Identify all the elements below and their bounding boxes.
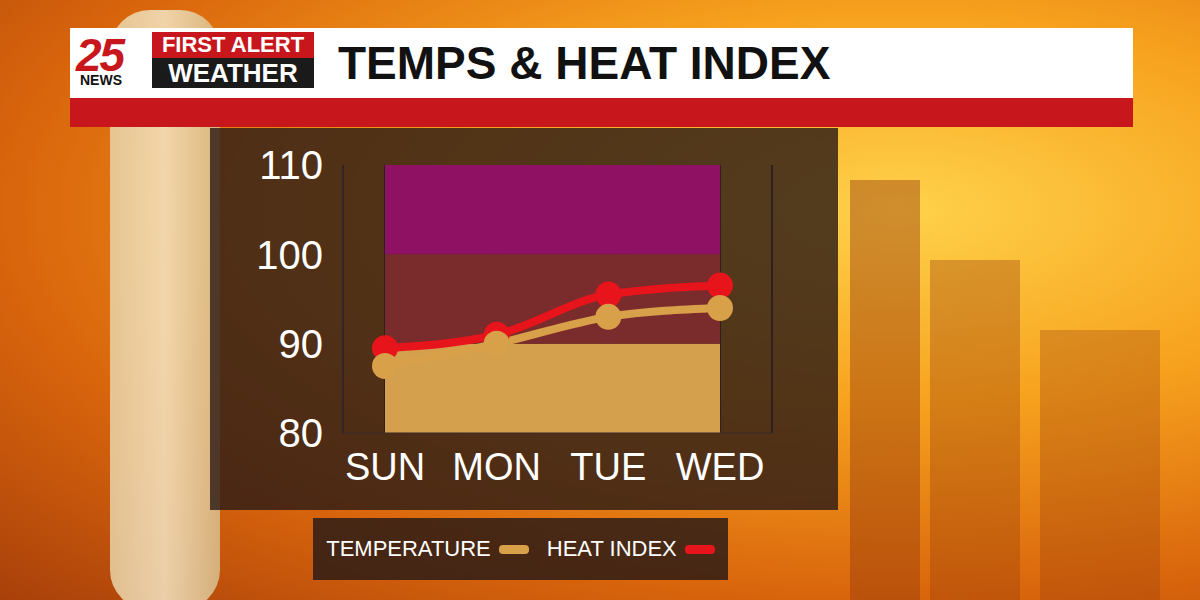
svg-text:WED: WED xyxy=(676,446,765,488)
svg-text:MON: MON xyxy=(452,446,541,488)
svg-text:90: 90 xyxy=(279,322,324,366)
svg-text:110: 110 xyxy=(259,143,323,187)
html-text:TEMPS & HEAT INDEX: TEMPS & HEAT INDEX xyxy=(338,37,831,89)
svg-text:SUN: SUN xyxy=(345,446,425,488)
svg-text:TUE: TUE xyxy=(570,446,646,488)
html-text:TEMPERATURE: TEMPERATURE xyxy=(326,536,491,561)
svg-text:100: 100 xyxy=(256,233,323,277)
svg-text:80: 80 xyxy=(279,411,324,455)
html-text:NEWS: NEWS xyxy=(80,72,122,88)
html-text:HEAT INDEX: HEAT INDEX xyxy=(546,536,677,561)
html-text:25: 25 xyxy=(76,29,124,81)
html-text:WEATHER: WEATHER xyxy=(168,58,298,88)
html-text:FIRST ALERT: FIRST ALERT xyxy=(161,32,305,57)
